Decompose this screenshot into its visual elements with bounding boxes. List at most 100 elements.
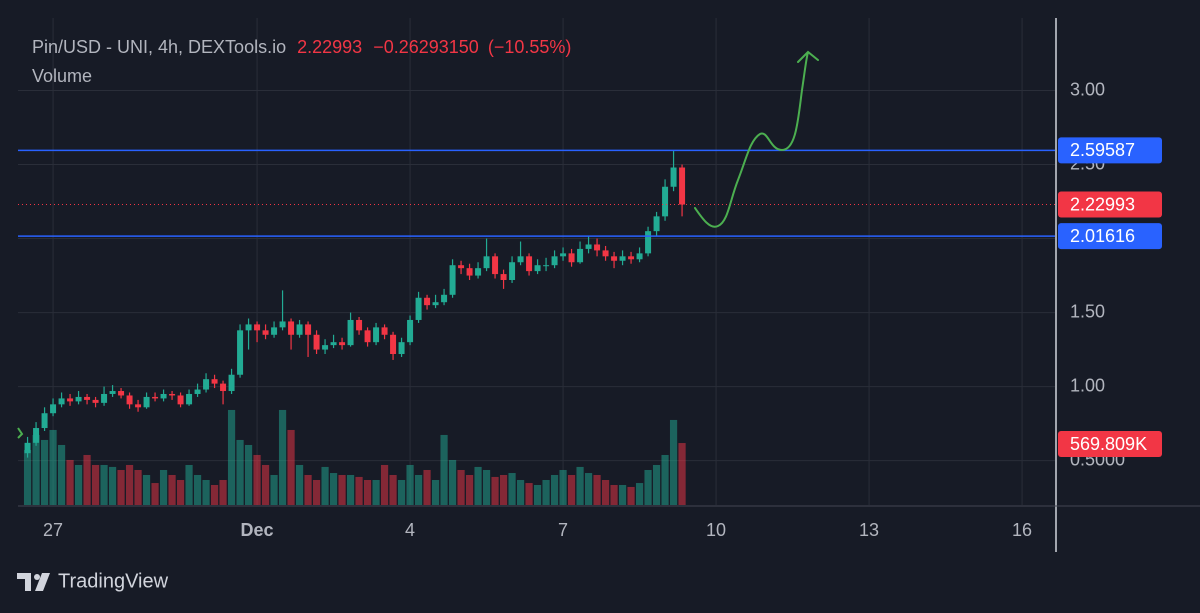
- volume-bar: [312, 479, 321, 505]
- volume-bar: [516, 479, 525, 505]
- volume-bar: [474, 466, 482, 505]
- volume-bar: [270, 474, 278, 505]
- candle-body: [254, 324, 261, 331]
- candle-body: [24, 442, 31, 454]
- candle-body: [169, 393, 176, 396]
- edge-arrow: [17, 427, 24, 439]
- candle-body: [381, 327, 388, 335]
- candle-body: [645, 231, 652, 254]
- candles: [24, 150, 686, 458]
- volume-bar: [482, 469, 491, 505]
- grid: [18, 18, 1055, 505]
- candle-body: [526, 256, 533, 272]
- candle-body: [41, 413, 48, 429]
- indicator-label: Volume: [32, 66, 92, 86]
- candle-body: [245, 324, 252, 331]
- candle-body: [636, 253, 643, 260]
- volume-bar: [23, 449, 32, 505]
- candle-body: [271, 327, 278, 335]
- volume-bar: [465, 474, 474, 505]
- price-line-label: 2.01616: [1070, 226, 1135, 246]
- volume-bar: [567, 474, 576, 505]
- candle-body: [415, 297, 422, 320]
- change-pct: (−10.55%): [488, 37, 572, 57]
- candle-body: [228, 374, 235, 392]
- symbol: Pin/USD - UNI, 4h, DEXTools.io: [32, 37, 286, 57]
- candle-body: [203, 379, 210, 390]
- volume-bar: [644, 469, 652, 505]
- volume-bar: [448, 459, 457, 505]
- volume-bar: [193, 474, 202, 505]
- candle-body: [475, 268, 482, 276]
- x-tick-label: 16: [1012, 520, 1032, 540]
- last-price-box: [1058, 191, 1162, 218]
- volume-bar: [159, 469, 168, 505]
- last-volume-box: [1058, 431, 1162, 458]
- candle-body: [177, 395, 184, 405]
- candle-body: [517, 256, 524, 263]
- candle-body: [492, 256, 499, 275]
- volume-bar: [117, 469, 125, 505]
- candle-body: [135, 404, 142, 408]
- candle-body: [483, 256, 490, 269]
- volume-bar: [372, 479, 380, 505]
- candle-body: [339, 342, 346, 346]
- volume-bar: [287, 429, 295, 505]
- candle-body: [186, 393, 193, 405]
- candle-body: [92, 399, 99, 403]
- candle-body: [398, 342, 405, 355]
- candle-body: [662, 186, 669, 217]
- candle-body: [568, 253, 575, 263]
- volume-bar: [550, 474, 559, 505]
- volume-bar: [108, 466, 117, 505]
- volume-bar: [219, 479, 227, 505]
- volume-bar: [423, 469, 431, 505]
- last-price-label: 2.22993: [1070, 194, 1135, 214]
- candle-body: [296, 324, 303, 335]
- volume-bar: [508, 473, 516, 505]
- candle-body: [50, 404, 57, 414]
- volume-bar: [176, 479, 185, 505]
- candle-body: [441, 294, 448, 303]
- candle-body: [194, 389, 201, 394]
- volume-bar: [491, 476, 499, 505]
- volume-bar: [253, 454, 261, 505]
- header: Pin/USD - UNI, 4h, DEXTools.io 2.22993 −…: [32, 37, 571, 57]
- volume-bar: [236, 439, 244, 505]
- candle-body: [313, 334, 320, 350]
- volume-bar: [652, 464, 661, 505]
- volume-bar: [499, 474, 508, 505]
- brand-logo: [17, 573, 50, 591]
- candle-body: [347, 319, 354, 346]
- axes: 27Dec471013163.002.502.001.501.000.50002…: [43, 79, 1162, 540]
- volume-bar: [533, 484, 542, 505]
- volume-bar: [618, 484, 627, 505]
- candle-body: [279, 321, 286, 328]
- volume-bar: [542, 479, 550, 505]
- candle-body: [305, 324, 312, 335]
- candle-body: [84, 396, 91, 400]
- candle-body: [602, 250, 609, 257]
- volume-bar: [627, 486, 635, 505]
- x-tick-label: 13: [859, 520, 879, 540]
- volume-bar: [151, 483, 159, 505]
- volume-bar: [210, 484, 219, 505]
- volume-bar: [355, 476, 363, 505]
- y-tick-label: 1.00: [1070, 375, 1105, 395]
- candle-body: [551, 256, 558, 266]
- candle-body: [356, 319, 363, 331]
- volume-bar: [576, 466, 584, 505]
- volume-bar: [678, 443, 686, 505]
- candle-body: [534, 265, 541, 272]
- candle-body: [449, 265, 456, 295]
- candle-body: [118, 391, 125, 396]
- candle-body: [33, 428, 40, 443]
- candle-body: [407, 319, 414, 343]
- volume-bar: [125, 464, 134, 505]
- volume-bar: [584, 473, 593, 505]
- volume-bar: [669, 419, 678, 505]
- brand: TradingView: [58, 570, 169, 592]
- change: −0.26293150: [373, 37, 479, 57]
